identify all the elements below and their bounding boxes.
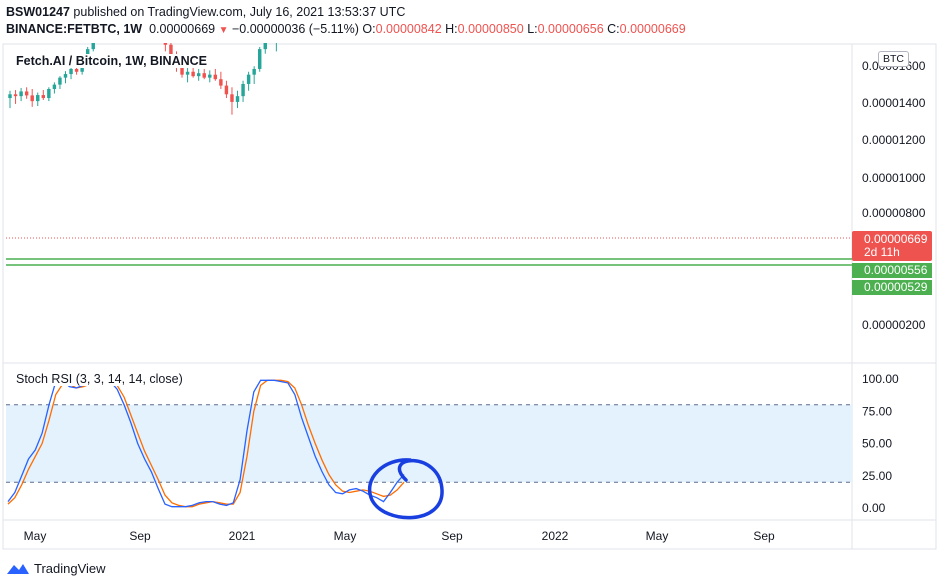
rsi-axis-tick: 100.00: [862, 372, 899, 386]
low-label: L:: [527, 22, 538, 36]
candle-body: [91, 43, 95, 50]
time-axis-tick: May: [24, 529, 47, 543]
published-text: published on TradingView.com, July 16, 2…: [73, 5, 406, 19]
author-name[interactable]: BSW01247: [6, 5, 70, 19]
candle-body: [30, 95, 34, 102]
candle-body: [169, 44, 173, 57]
candle-body: [13, 94, 18, 97]
candle-body: [19, 91, 23, 97]
candle-body: [163, 43, 168, 45]
stoch-rsi-title: Stoch RSI (3, 3, 14, 14, close): [14, 372, 185, 386]
candle-body: [246, 74, 251, 84]
candle-body: [47, 88, 51, 99]
stoch-k-line: [7, 379, 405, 508]
candle-body: [52, 84, 57, 89]
tradingview-footer[interactable]: TradingView: [6, 561, 106, 576]
rsi-axis-tick: 25.00: [862, 469, 892, 483]
triangle-down-icon: ▼: [218, 25, 229, 36]
published-line: BSW01247 published on TradingView.com, J…: [6, 5, 405, 19]
current-price-tag: 0.00000669 2d 11h: [852, 231, 932, 261]
annotation-circle: [368, 458, 444, 520]
candle-body: [41, 95, 46, 99]
countdown-value: 2d 11h: [864, 245, 900, 259]
open-label: O:: [362, 22, 376, 36]
candle-body: [252, 68, 256, 75]
candle-body: [63, 74, 68, 78]
change-value: −0.00000036 (−5.11%): [231, 22, 359, 36]
candle-body: [208, 74, 212, 78]
candle-body: [224, 85, 229, 95]
time-axis-tick: 2021: [229, 529, 256, 543]
price-axis-tick: 0.00000800: [862, 206, 926, 220]
candle-body: [196, 73, 201, 77]
candle-body: [185, 71, 190, 75]
stoch-d-line: [7, 379, 405, 508]
time-axis-tick: Sep: [441, 529, 463, 543]
candle-body: [191, 71, 195, 77]
candle-body: [202, 73, 206, 78]
time-axis-tick: May: [646, 529, 669, 543]
rsi-band: [6, 404, 852, 483]
candle-body: [241, 83, 245, 97]
candle-body: [24, 91, 29, 96]
high-label: H:: [445, 22, 458, 36]
chart-canvas[interactable]: 0.00000200 0.00000800 0.00001000 0.00001200…: [0, 43, 941, 550]
candle-body: [180, 66, 184, 75]
symbol-line: BINANCE:FETBTC, 1W 0.00000669 ▼ −0.00000…: [6, 22, 686, 36]
open-value: 0.00000842: [375, 22, 442, 36]
current-price-value: 0.00000669: [864, 232, 928, 246]
time-axis-tick: Sep: [753, 529, 775, 543]
price-pane-title: Fetch.AI / Bitcoin, 1W, BINANCE: [14, 54, 209, 68]
rsi-axis-tick: 0.00: [862, 501, 886, 515]
candle-body: [235, 96, 240, 102]
candle-body: [8, 94, 12, 99]
close-value: 0.00000669: [619, 22, 686, 36]
rsi-axis-tick: 75.00: [862, 404, 892, 418]
time-axis-tick: 2022: [542, 529, 569, 543]
chart-area[interactable]: 0.00000200 0.00000800 0.00001000 0.00001200…: [0, 43, 941, 550]
currency-badge[interactable]: BTC: [878, 51, 909, 67]
candle-body: [36, 95, 40, 102]
price-axis-tick: 0.00001000: [862, 171, 926, 185]
candle-body: [219, 79, 223, 86]
candle-body: [74, 68, 79, 72]
rsi-axis-tick: 50.00: [862, 437, 892, 451]
chart-frame: [2, 43, 937, 550]
price-axis-tick: 0.00001200: [862, 133, 926, 147]
low-value: 0.00000656: [537, 22, 604, 36]
candle-body: [230, 94, 234, 102]
symbol-label: BINANCE:FETBTC, 1W: [6, 22, 143, 36]
time-axis-tick: Sep: [129, 529, 151, 543]
candle-body: [213, 74, 218, 80]
tradingview-logo-icon: [7, 563, 29, 574]
close-label: C:: [607, 22, 620, 36]
price-axis-tick: 0.00000200: [862, 318, 926, 332]
support-tag-2: 0.00000529: [852, 280, 932, 295]
last-price: 0.00000669: [149, 22, 216, 36]
tradingview-brand: TradingView: [34, 561, 106, 576]
candle-body: [69, 68, 73, 75]
high-value: 0.00000850: [457, 22, 524, 36]
support-tag-1: 0.00000556: [852, 263, 932, 278]
candle-body: [263, 43, 267, 50]
candle-body: [257, 49, 262, 69]
price-axis-tick: 0.00001400: [862, 96, 926, 110]
candle-body: [58, 77, 62, 85]
time-axis-tick: May: [334, 529, 357, 543]
